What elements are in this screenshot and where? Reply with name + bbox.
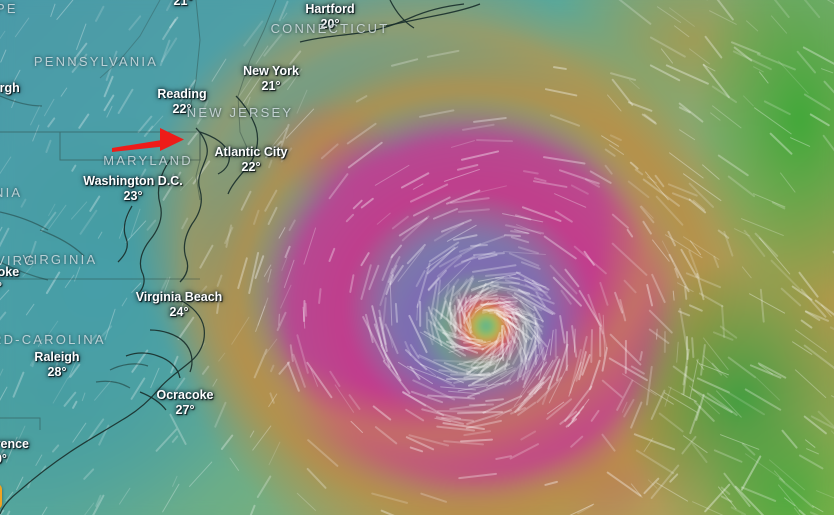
state-label-new-jersey: NEW JERSEY (186, 105, 294, 120)
state-label-virginia: VIRGINIA (22, 252, 98, 267)
city-name: Ocracoke (156, 388, 214, 402)
city-temperature: 23° (123, 189, 143, 203)
time-badge[interactable]: PM (0, 484, 2, 509)
city-temperature: 30° (0, 452, 7, 466)
city-temperature: 22° (172, 102, 192, 116)
city-name: urgh (0, 81, 20, 95)
state-label-nia: NIA (0, 185, 23, 200)
city-name: New York (243, 64, 299, 78)
city-label-orence: orence30° (0, 437, 29, 467)
city-name: Virginia Beach (135, 290, 223, 304)
state-label-pe: PE (0, 1, 18, 16)
city-temperature: 24° (169, 305, 189, 319)
city-label-virginia-beach: Virginia Beach 24° (136, 290, 223, 320)
city-name: orence (0, 437, 29, 451)
city-temperature: ° (0, 96, 20, 111)
city-temperature: 21° (261, 79, 281, 93)
city-name: Washington D.C. (83, 174, 183, 188)
city-label-noke: noke5° (0, 265, 19, 295)
city-label-urgh: urgh° (0, 81, 20, 111)
city-temperature: 28° (47, 365, 67, 379)
red-pointer-arrow-icon (112, 128, 184, 152)
city-name: Raleigh (34, 350, 80, 364)
state-label-connecticut: CONNECTICUT (270, 21, 390, 36)
state-label-virg: VIRG (0, 253, 37, 268)
city-name: Atlantic City (214, 145, 288, 159)
city-name: Hartford (305, 2, 355, 16)
city-label-new-york: New York 21° (243, 64, 299, 94)
city-label-reading: Reading 22° (157, 87, 206, 117)
city-label-raleigh: Raleigh 28° (34, 350, 79, 380)
city-name: noke (0, 265, 20, 279)
city-label-ocracoke: Ocracoke 27° (157, 388, 214, 418)
city-temperature: 5° (0, 280, 19, 295)
city-temperature: 27° (175, 403, 195, 417)
city-label-hartford: Hartford 20° (305, 2, 354, 32)
state-label-pennsylvania: PENNSYLVANIA (33, 54, 159, 69)
city-label-atlantic-city: Atlantic City 22° (215, 145, 288, 175)
city-name: Reading (157, 87, 207, 101)
state-label-maryland: MARYLAND (103, 153, 193, 168)
city-label-washington-d-c-: Washington D.C. 23° (83, 174, 183, 204)
city-temperature: 20° (320, 17, 340, 31)
city-temperature: 22° (241, 160, 261, 174)
state-label-rd-carolina: RD-CAROLINA (0, 332, 106, 347)
orphan-temperature-label: 21° (173, 0, 193, 8)
